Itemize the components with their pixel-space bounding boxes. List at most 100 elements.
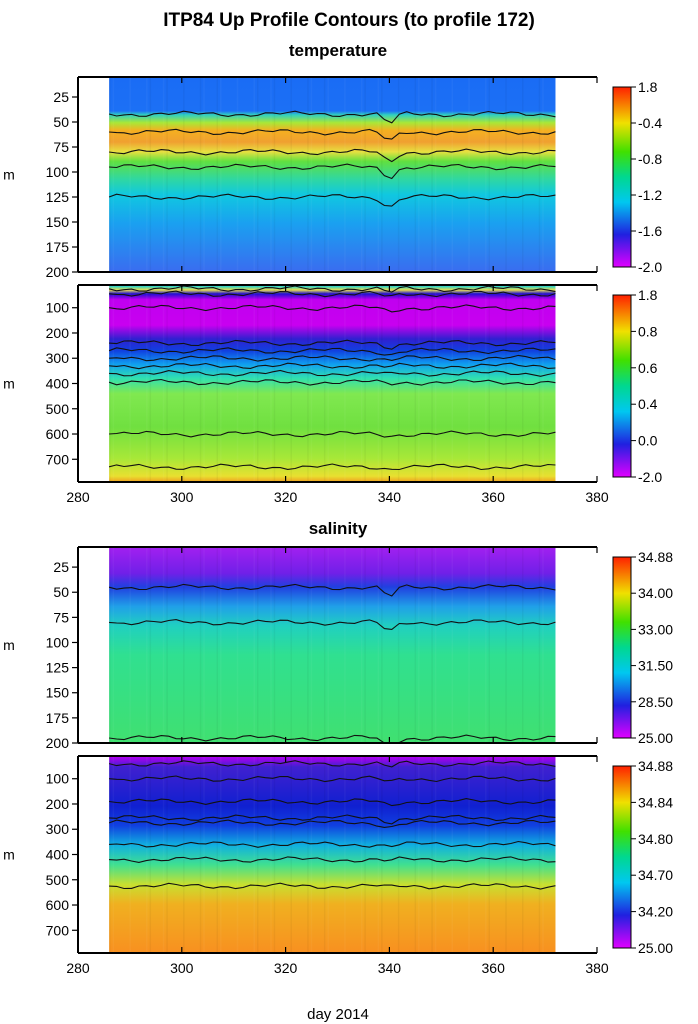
profile-streak [538, 757, 541, 953]
y-axis-label: m [3, 376, 15, 392]
y-tick-label: 200 [46, 735, 70, 751]
contour-line [108, 193, 556, 207]
profile-streak [112, 78, 115, 272]
colorbar [612, 294, 632, 478]
y-tick-label: 700 [46, 922, 70, 938]
contour-line [109, 840, 556, 848]
y-tick-label: 300 [46, 821, 70, 837]
y-tick-label: 500 [46, 872, 70, 888]
profile-streak [344, 757, 346, 953]
y-axis-label: m [3, 847, 15, 863]
profile-streak [418, 548, 420, 743]
profile-streak [146, 286, 148, 482]
panel-subtitle: temperature [289, 41, 387, 60]
profile-streak [109, 757, 111, 953]
contour-line [109, 619, 556, 630]
x-tick-label: 300 [170, 489, 194, 505]
colorbar-label: -0.8 [638, 151, 662, 167]
profile-streak [344, 78, 346, 272]
profile-streak [216, 78, 219, 272]
contour-line [108, 583, 556, 597]
profile-streak [397, 548, 400, 743]
profile-streak [505, 78, 507, 272]
profile-streak [434, 286, 437, 482]
y-tick-label: 50 [53, 114, 69, 130]
profile-streak [434, 548, 437, 743]
y-tick-label: 100 [46, 300, 70, 316]
profile-streak [327, 757, 329, 953]
profile-streak [360, 286, 363, 482]
profile-streak [468, 286, 470, 482]
y-tick-label: 700 [46, 451, 70, 467]
x-tick-label: 340 [378, 960, 402, 976]
contour-line [109, 798, 556, 807]
contour-line [109, 304, 556, 313]
contour-line [108, 819, 556, 828]
profile-streak [377, 78, 380, 272]
profile-streak [310, 548, 313, 743]
contour-line [109, 430, 556, 438]
y-tick-label: 100 [46, 634, 70, 650]
profile-streak [522, 757, 524, 953]
profile-streak [162, 78, 165, 272]
profile-streak [220, 548, 222, 743]
x-tick-label: 360 [482, 489, 506, 505]
profile-streak [162, 757, 165, 953]
profile-streak [364, 286, 366, 482]
contour-line [109, 856, 556, 863]
profile-streak [146, 548, 148, 743]
profile-streak [183, 78, 185, 272]
profile-streak [397, 78, 400, 272]
panel-temperature-lower: 280 300 320 340 360 380 100 200 300 400 500 600 700 m… [3, 284, 662, 505]
profile-streak [199, 548, 202, 743]
profile-streak [327, 548, 329, 743]
profile-streak [485, 286, 487, 482]
profile-streak [485, 78, 487, 272]
y-tick-label: 400 [46, 847, 70, 863]
profile-streak [468, 548, 470, 743]
contour-line [109, 775, 556, 783]
profile-streak [146, 78, 148, 272]
profile-streak [522, 78, 524, 272]
profile-streak [236, 757, 239, 953]
profile-streak [290, 286, 292, 482]
y-axis-label: m [3, 167, 15, 183]
profile-streak [270, 78, 272, 272]
profile-streak [431, 286, 433, 482]
profile-streak [112, 757, 115, 953]
profile-streak [323, 286, 326, 482]
x-axis-label: day 2014 [307, 1006, 369, 1023]
profile-streak [220, 757, 222, 953]
profile-streak [112, 548, 115, 743]
y-tick-label: 100 [46, 771, 70, 787]
profile-streak [183, 548, 185, 743]
x-tick-label: 280 [66, 960, 90, 976]
contour-line [108, 347, 556, 356]
colorbar [612, 86, 632, 268]
profile-streak [273, 757, 276, 953]
profile-streak [381, 548, 383, 743]
profile-streak [323, 78, 326, 272]
profile-streak [522, 548, 524, 743]
profile-streak [290, 757, 292, 953]
profile-streak [253, 548, 255, 743]
contour-line [109, 148, 556, 163]
contour-line [109, 734, 556, 744]
y-tick-label: 25 [53, 559, 69, 575]
figure-title: ITP84 Up Profile Contours (to profile 17… [163, 10, 535, 31]
profile-streak [273, 286, 276, 482]
profile-streak [434, 757, 437, 953]
colorbar [612, 556, 632, 739]
y-tick-label: 75 [53, 609, 69, 625]
contour-line [109, 882, 556, 890]
profile-streak [253, 757, 255, 953]
profile-streak [166, 286, 168, 482]
profile-streak [253, 78, 255, 272]
profile-streak [542, 286, 544, 482]
panel-salinity-upper: salinity 25 50 75 100 125 150 175 200 m 34.88 34.00… [3, 519, 673, 751]
x-tick-label: 340 [378, 489, 402, 505]
profile-streak [149, 548, 152, 743]
x-tick-label: 380 [585, 489, 609, 505]
panel-temperature-upper: temperature 25 50 75 100 125 150 175 200 m 1.8 -0.4… [3, 41, 662, 280]
profile-streak [129, 548, 131, 743]
